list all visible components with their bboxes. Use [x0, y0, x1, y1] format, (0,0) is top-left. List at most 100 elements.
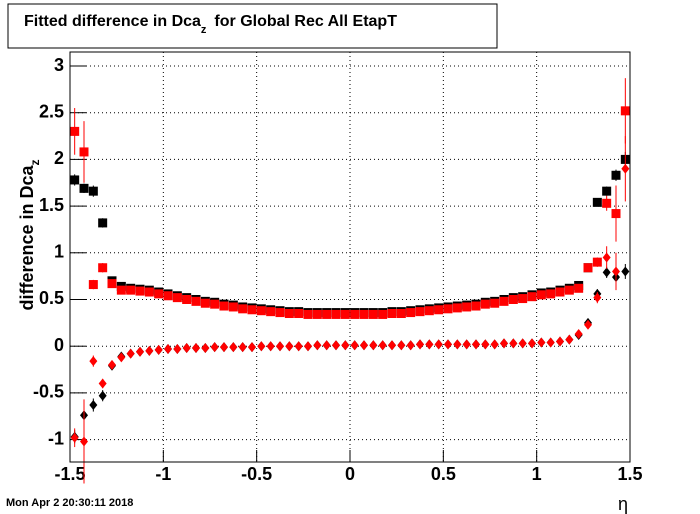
diamond-marker: [537, 337, 546, 348]
square-marker: [406, 308, 416, 318]
square-marker: [462, 302, 472, 312]
square-marker: [144, 287, 154, 297]
square-marker: [88, 280, 98, 290]
y-label-main: difference in Dca: [17, 164, 37, 310]
x-tick-label: -0.5: [241, 464, 272, 484]
square-marker: [434, 305, 444, 315]
x-tick-label: 0: [345, 464, 355, 484]
square-marker: [275, 308, 285, 318]
x-tick-label: 0.5: [431, 464, 456, 484]
diamond-marker: [425, 339, 434, 350]
diamond-marker: [322, 340, 331, 351]
square-marker: [331, 309, 341, 319]
square-marker: [574, 283, 584, 293]
diamond-marker: [444, 339, 452, 350]
square-marker: [154, 289, 164, 299]
diamond-marker: [453, 339, 462, 350]
square-marker: [611, 209, 621, 219]
square-marker: [508, 294, 518, 304]
square-marker: [378, 309, 388, 319]
title-sub: z: [201, 24, 207, 36]
diamond-marker: [238, 342, 247, 353]
square-marker: [116, 285, 126, 295]
y-tick-label: 2: [54, 148, 64, 168]
diamond-marker: [481, 339, 490, 350]
diamond-marker: [164, 343, 172, 354]
diamond-marker: [612, 266, 620, 277]
square-marker: [359, 309, 369, 319]
square-marker: [70, 126, 80, 136]
diamond-marker: [341, 340, 350, 351]
diamond-marker: [350, 340, 359, 351]
square-marker: [70, 175, 80, 185]
diamond-marker: [136, 346, 144, 357]
x-tick-label: -1: [155, 464, 171, 484]
diamond-marker: [565, 334, 574, 345]
diamond-marker: [117, 352, 126, 363]
x-tick-label: 1.5: [617, 464, 642, 484]
square-marker: [527, 292, 537, 302]
diamond-marker: [248, 342, 256, 353]
footer: Mon Apr 2 20:30:11 2018: [6, 497, 133, 509]
diamond-marker: [332, 340, 340, 351]
y-tick-label: 1: [54, 242, 64, 262]
square-marker: [452, 303, 462, 313]
diamond-marker: [182, 343, 191, 354]
diamond-marker: [518, 338, 527, 349]
square-marker: [126, 285, 136, 295]
square-marker: [602, 198, 612, 208]
diamond-marker: [556, 336, 564, 347]
square-marker: [284, 309, 294, 319]
diamond-marker: [98, 378, 107, 389]
square-marker: [135, 286, 145, 296]
square-marker: [499, 296, 509, 306]
diamond-marker: [285, 341, 294, 352]
diamond-marker: [276, 341, 284, 352]
square-marker: [238, 304, 248, 314]
diamond-marker: [192, 343, 200, 354]
title-box: [7, 3, 498, 49]
diamond-marker: [528, 338, 536, 349]
chart-title: Fitted difference in Dcaz for Global Rec …: [24, 13, 397, 36]
x-tick-label: -1.5: [54, 464, 85, 484]
y-tick-label: 0: [54, 335, 64, 355]
square-marker: [256, 306, 266, 316]
square-marker: [350, 309, 360, 319]
square-marker: [247, 305, 257, 315]
y-tick-label: 1.5: [39, 195, 64, 215]
diamond-marker: [388, 340, 396, 351]
square-marker: [172, 293, 182, 303]
diamond-marker: [266, 341, 275, 352]
x-axis-label: η: [618, 494, 628, 514]
diamond-marker: [313, 340, 322, 351]
y-tick-label: -0.5: [33, 382, 64, 402]
square-marker: [555, 287, 565, 297]
diamond-marker: [584, 319, 592, 330]
y-axis-label: difference in Dcaz: [17, 159, 42, 310]
diamond-marker: [154, 344, 163, 355]
title-main: Fitted difference in Dca: [24, 13, 201, 30]
square-marker: [303, 309, 313, 319]
square-marker: [536, 290, 546, 300]
diamond-marker: [602, 252, 611, 263]
diamond-marker: [509, 338, 518, 349]
diamond-marker: [490, 339, 499, 350]
diamond-marker: [220, 342, 228, 353]
diamond-marker: [98, 390, 107, 401]
y-label-sub: z: [28, 159, 42, 165]
diamond-marker: [500, 338, 508, 349]
square-marker: [88, 186, 98, 196]
square-marker: [490, 298, 500, 308]
square-marker: [228, 302, 238, 312]
square-marker: [107, 279, 117, 289]
diamond-marker: [80, 436, 88, 447]
diamond-marker: [602, 267, 611, 278]
square-marker: [182, 294, 192, 304]
square-marker: [564, 285, 574, 295]
square-marker: [424, 306, 434, 316]
diamond-marker: [210, 342, 219, 353]
diamond-marker: [145, 345, 154, 356]
diamond-marker: [621, 266, 630, 277]
diamond-marker: [397, 340, 406, 351]
